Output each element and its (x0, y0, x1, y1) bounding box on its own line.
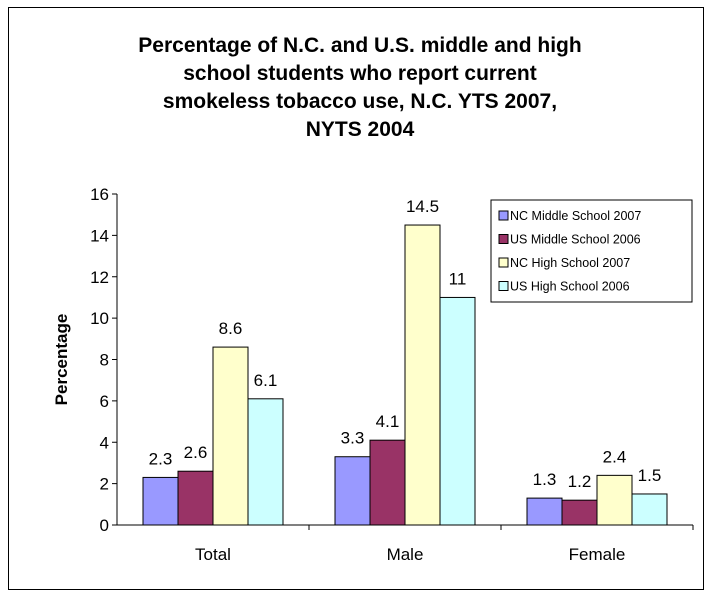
y-tick-label: 14 (90, 226, 109, 245)
bar (404, 224, 441, 526)
data-label: 2.4 (603, 447, 627, 466)
bar (142, 476, 179, 526)
legend-label: NC High School 2007 (510, 256, 630, 270)
data-label: 11 (449, 269, 467, 288)
legend: NC Middle School 2007 US Middle School 20… (490, 199, 693, 303)
data-label: 1.3 (533, 470, 557, 489)
y-tick-label: 12 (90, 268, 109, 287)
data-labels: 2.3 2.6 8.6 6.1 3.3 4.1 14.5 11 1.3 1.2 2.4 1.5 (149, 197, 662, 491)
chart-title: Percentage of N.C. and U.S. middle and h… (60, 32, 660, 144)
bar (334, 456, 371, 526)
legend-swatch (498, 257, 509, 268)
bar (439, 296, 476, 526)
bar (177, 470, 214, 526)
bar (369, 439, 406, 526)
bar (212, 346, 249, 526)
y-tick-label: 0 (100, 516, 109, 535)
chart-title-line: school students who report current (183, 62, 537, 85)
data-label: 2.3 (149, 449, 173, 468)
data-label: 2.6 (184, 443, 208, 462)
y-tick-label: 16 (90, 185, 109, 204)
legend-label: NC Middle School 2007 (510, 209, 641, 223)
y-tick-label: 10 (90, 309, 109, 328)
legend-box (490, 199, 693, 303)
bar (526, 497, 563, 526)
y-tick-label: 2 (100, 475, 109, 494)
data-label: 3.3 (341, 429, 365, 448)
x-tick-label: Total (195, 545, 231, 564)
x-tick-label: Male (387, 545, 424, 564)
data-label: 6.1 (254, 371, 278, 390)
legend-label: US High School 2006 (510, 280, 630, 294)
bar (631, 493, 668, 526)
data-label: 4.1 (376, 412, 400, 431)
bar (596, 474, 633, 526)
legend-swatch (498, 281, 509, 291)
legend-swatch (498, 210, 509, 221)
y-tick-label: 8 (100, 351, 109, 370)
legend-label: US Middle School 2006 (510, 233, 641, 247)
legend-swatch (498, 234, 509, 244)
bar (561, 499, 598, 526)
chart-title-line: NYTS 2004 (305, 118, 415, 141)
x-tick-label: Female (569, 545, 626, 564)
y-tick-label: 6 (100, 392, 109, 411)
chart-title-line: smokeless tobacco use, N.C. YTS 2007, (162, 90, 558, 113)
chart-title-line: Percentage of N.C. and U.S. middle and h… (138, 34, 582, 57)
y-tick-label: 4 (100, 433, 109, 452)
bar (247, 398, 284, 526)
data-label: 1.5 (638, 466, 662, 485)
y-axis-title: Percentage (52, 314, 71, 406)
data-label: 1.2 (568, 472, 592, 491)
bars (142, 224, 668, 526)
data-label: 8.6 (219, 319, 243, 338)
data-label: 14.5 (406, 197, 439, 216)
